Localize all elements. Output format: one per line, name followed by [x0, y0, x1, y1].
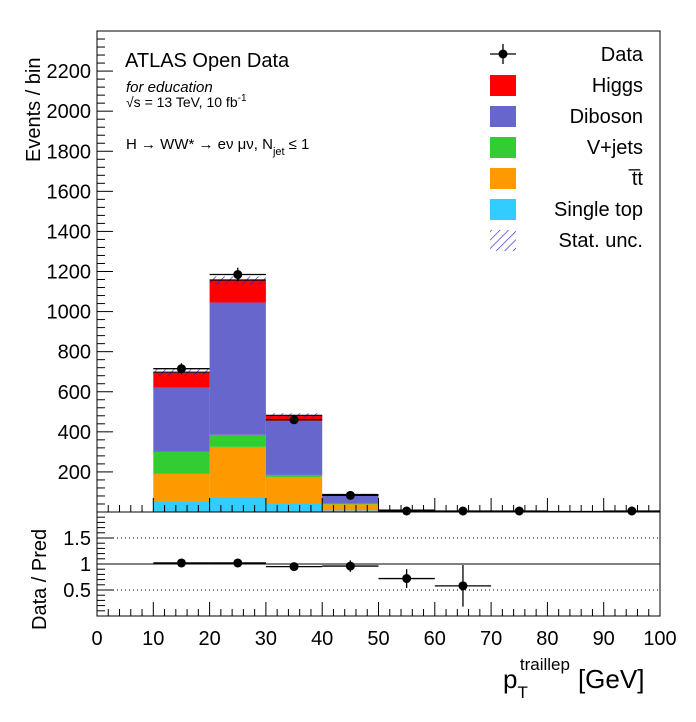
bar-v-jets-1	[209, 434, 266, 447]
y-tick-label-800: 800	[58, 342, 91, 364]
bar-higgs-1	[209, 280, 266, 303]
legend-label: Higgs	[592, 75, 643, 97]
bar-diboson-1	[209, 302, 266, 435]
bar-v-jets-2	[265, 474, 323, 477]
legend-label: Data	[601, 44, 644, 66]
ratio-point-1	[233, 558, 243, 568]
legend-item-data: Data	[490, 44, 644, 66]
legend-item-stat-unc-: Stat. unc.	[490, 230, 643, 252]
ratio-y-tick-label-0.5: 0.5	[63, 580, 91, 602]
legend-item-higgs: Higgs	[490, 75, 643, 97]
legend-swatch	[490, 75, 516, 96]
ratio-y-tick-label-1.5: 1.5	[63, 528, 91, 550]
legend-label: V+jets	[587, 137, 643, 159]
legend-item-v-jets: V+jets	[490, 137, 643, 159]
process-label: H → WW* → eν μν, Njet ≤ 1	[126, 136, 309, 158]
y-axis-label-ratio: Data / Pred	[29, 529, 51, 630]
y-tick-label-200: 200	[58, 462, 91, 484]
ratio-y-tick-label-1: 1	[80, 554, 91, 576]
legend-label: Diboson	[570, 106, 643, 128]
legend-item-diboson: Diboson	[490, 106, 643, 128]
data-point-2	[289, 415, 299, 425]
legend-swatch	[490, 199, 516, 220]
legend-label: t̅t	[628, 168, 643, 190]
legend-item-single-top: Single top	[490, 199, 643, 221]
legend-swatch	[490, 137, 516, 158]
x-tick-label-100: 100	[643, 628, 676, 650]
legend-hatch-swatch	[490, 230, 516, 251]
x-tick-label-80: 80	[536, 628, 558, 650]
ratio-point-3	[345, 561, 355, 571]
bar-diboson-0	[153, 387, 210, 452]
ratio-point-0	[176, 558, 186, 568]
bar-t-t-0	[153, 473, 210, 502]
bar-t-t-2	[265, 476, 323, 503]
x-tick-label-10: 10	[142, 628, 164, 650]
data-point-3	[345, 490, 355, 500]
bar-higgs-0	[153, 372, 210, 388]
y-axis-label-main: Events / bin	[23, 57, 45, 162]
data-point-7	[627, 506, 637, 516]
bar-single-top-2	[265, 502, 323, 512]
x-tick-label-50: 50	[367, 628, 389, 650]
x-tick-label-70: 70	[480, 628, 502, 650]
data-points	[153, 267, 660, 516]
ratio-point-4	[402, 574, 412, 584]
x-tick-label-90: 90	[593, 628, 615, 650]
y-tick-label-1800: 1800	[47, 141, 92, 163]
bar-v-jets-3	[322, 503, 379, 505]
y-tick-label-1600: 1600	[47, 181, 92, 203]
y-tick-label-1000: 1000	[47, 302, 92, 324]
main-axes: 200 400 600 800 1000 1200 1400 1600 1800 2000 2200	[47, 38, 661, 512]
education-label: for education	[126, 79, 213, 96]
bar-t-t-3	[322, 504, 379, 511]
y-tick-label-2000: 2000	[47, 101, 92, 123]
bar-v-jets-0	[153, 451, 210, 474]
ratio-panel: 0.5 1 1.5 0 10 20 30 40 50 60 70 80 90 100	[63, 516, 677, 650]
legend: Data Higgs Diboson V+jets t̅t Single top Stat.…	[490, 44, 644, 252]
legend-swatch	[490, 106, 516, 127]
x-tick-label-60: 60	[424, 628, 446, 650]
bar-single-top-0	[153, 501, 210, 512]
legend-data-marker	[498, 49, 508, 59]
y-tick-label-1400: 1400	[47, 221, 92, 243]
bar-single-top-3	[322, 510, 379, 512]
legend-item-t-t: t̅t	[490, 168, 643, 190]
legend-label: Stat. unc.	[559, 230, 644, 252]
bar-t-t-1	[209, 446, 266, 497]
x-tick-label-20: 20	[198, 628, 220, 650]
atlas-label: ATLAS Open Data	[125, 50, 290, 72]
data-point-4	[402, 506, 412, 516]
data-point-0	[176, 364, 186, 374]
legend-swatch	[490, 168, 516, 189]
data-point-1	[233, 270, 243, 280]
legend-label: Single top	[554, 199, 643, 221]
x-tick-label-40: 40	[311, 628, 333, 650]
energy-lumi-label: √s = 13 TeV, 10 fb-1	[126, 93, 247, 110]
x-axis-label: pTtraillep [GeV]	[503, 655, 644, 702]
bar-diboson-2	[265, 420, 323, 475]
data-point-5	[458, 506, 468, 516]
ratio-point-5	[458, 581, 468, 591]
ratio-point-2	[289, 562, 299, 572]
x-tick-label-30: 30	[255, 628, 277, 650]
data-point-6	[514, 506, 524, 516]
y-tick-label-400: 400	[58, 422, 91, 444]
bar-single-top-1	[209, 496, 266, 512]
x-tick-label-0: 0	[91, 628, 102, 650]
y-tick-label-1200: 1200	[47, 262, 92, 284]
y-tick-label-600: 600	[58, 382, 91, 404]
y-tick-label-2200: 2200	[47, 61, 92, 83]
